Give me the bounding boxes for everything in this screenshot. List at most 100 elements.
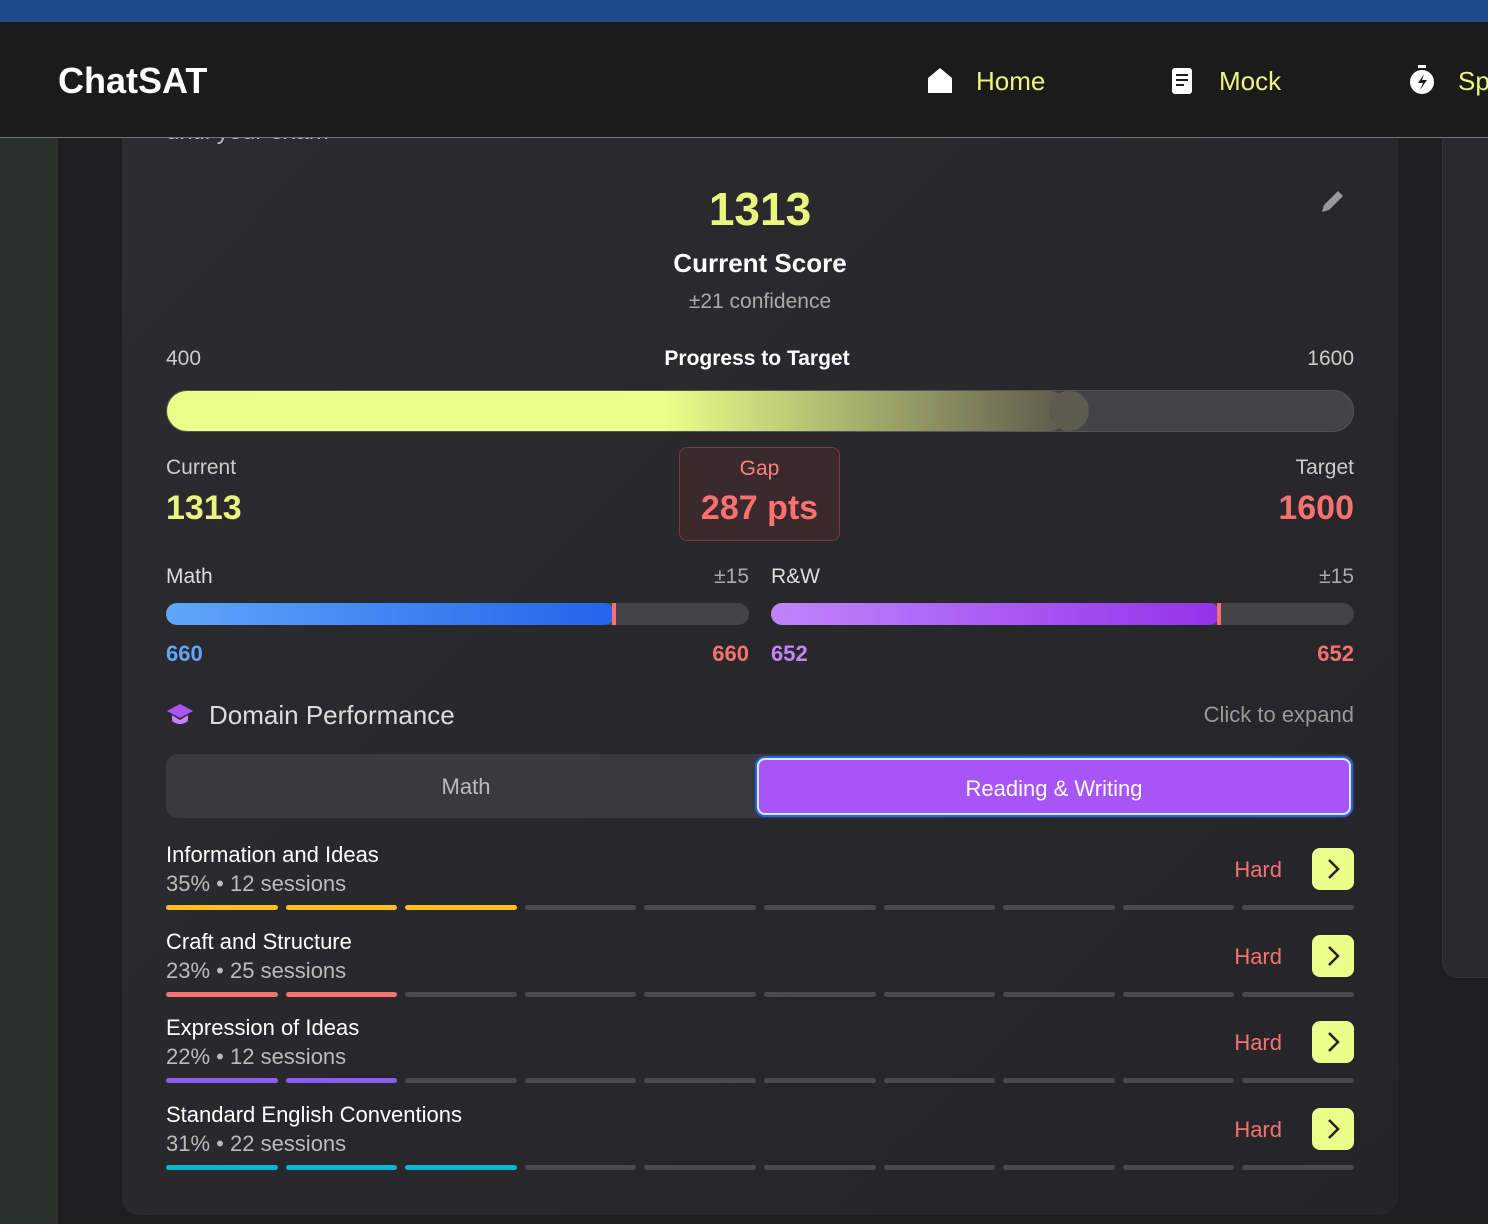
section-target: 660 — [712, 641, 749, 666]
progress-max: 1600 — [1307, 347, 1354, 370]
segment — [1122, 1165, 1235, 1171]
difficulty: Hard — [1234, 943, 1282, 969]
section-confidence: ±15 — [1319, 565, 1354, 588]
expand-button[interactable] — [1312, 1108, 1354, 1151]
nav-bar: ChatSAT Home Mock Sp — [0, 22, 1488, 138]
brand[interactable]: ChatSAT — [58, 60, 208, 101]
progress-knob — [1049, 391, 1090, 431]
tab[interactable]: Math — [441, 774, 491, 799]
segment — [166, 1165, 278, 1171]
domain-stats: 31% • 22 sessions — [166, 1131, 347, 1157]
section-fill — [771, 603, 1220, 625]
segment — [524, 905, 637, 910]
target-label: Target — [1295, 456, 1354, 479]
chevron — [1328, 859, 1340, 879]
current-label: Current — [166, 456, 237, 479]
section-current: 652 — [771, 641, 808, 666]
nav-item[interactable]: Mock — [1219, 66, 1282, 96]
gap-box: Gap 287 pts — [679, 447, 840, 541]
domain-title: Domain Performance — [209, 700, 455, 730]
domain-name: Craft and Structure — [166, 928, 352, 954]
progress-track — [166, 390, 1354, 432]
segment — [644, 905, 756, 910]
home-icon — [928, 68, 952, 93]
domain-icon — [167, 704, 193, 724]
percent: 23% — [166, 957, 211, 983]
segment — [1122, 1078, 1235, 1084]
segment — [883, 991, 996, 997]
segment — [405, 1165, 517, 1171]
target-marker — [1216, 603, 1221, 625]
score-card — [122, 110, 1398, 1215]
chevron — [1328, 1032, 1340, 1053]
tab-bar: Math Reading & Writing — [166, 754, 1354, 818]
segment — [524, 1165, 637, 1171]
segment — [1242, 1165, 1354, 1171]
segment — [285, 991, 398, 997]
chevron — [1328, 1119, 1340, 1139]
sessions: 12 sessions — [229, 1044, 347, 1070]
expand-button[interactable] — [1312, 934, 1354, 977]
segment — [285, 1165, 398, 1171]
segment — [1242, 1078, 1354, 1084]
domain-name: Standard English Conventions — [166, 1102, 462, 1128]
nav-item[interactable]: Sp — [1458, 66, 1488, 96]
segment — [1242, 905, 1354, 910]
section-name: Math — [166, 565, 213, 588]
segment — [405, 905, 517, 910]
segment — [524, 991, 637, 997]
section-fill — [166, 603, 615, 625]
segment-bar — [166, 1078, 1354, 1084]
domain-stats: 23% • 25 sessions — [166, 957, 347, 983]
chevron — [1328, 945, 1340, 966]
domain-hint: Click to expand — [1203, 702, 1354, 727]
sessions: 25 sessions — [229, 957, 347, 983]
segment — [644, 1078, 756, 1084]
difficulty: Hard — [1234, 857, 1282, 882]
segment — [764, 1165, 876, 1171]
tab-active[interactable]: Reading & Writing — [757, 758, 1351, 815]
segment-bar — [166, 905, 1354, 910]
difficulty: Hard — [1234, 1030, 1282, 1056]
edit-icon[interactable] — [1318, 186, 1348, 216]
segment — [1003, 991, 1115, 997]
segment — [883, 1165, 996, 1171]
current-value: 1313 — [166, 489, 242, 527]
sessions: 12 sessions — [229, 871, 347, 896]
segment — [1003, 905, 1115, 910]
expand-button[interactable] — [1312, 848, 1354, 890]
section-track — [771, 603, 1354, 625]
segment — [166, 1078, 278, 1084]
percent: 22% — [166, 1044, 211, 1070]
segment — [883, 905, 996, 910]
section-name: R&W — [771, 565, 820, 588]
section-track — [166, 603, 749, 625]
top-strip — [0, 0, 1488, 22]
nav-item[interactable]: Home — [976, 66, 1046, 96]
segment — [1242, 991, 1354, 997]
score-value: 1313 — [708, 183, 812, 235]
segment — [524, 1078, 637, 1084]
percent: 31% — [166, 1131, 211, 1157]
segment-bar — [166, 991, 1354, 997]
segment — [764, 991, 876, 997]
domain-stats: 22% • 12 sessions — [166, 1044, 347, 1070]
gap-value: 287 pts — [700, 489, 819, 527]
score-label: Current Score — [673, 248, 847, 278]
target-marker — [611, 603, 616, 625]
side-card — [1442, 100, 1488, 978]
segment — [644, 1165, 756, 1171]
segment — [405, 1078, 517, 1084]
segment — [285, 905, 398, 910]
section-target: 652 — [1317, 641, 1354, 666]
section-confidence: ±15 — [714, 565, 749, 588]
domain-name: Information and Ideas — [166, 842, 379, 867]
expand-button[interactable] — [1312, 1021, 1354, 1064]
segment — [644, 991, 756, 997]
timer-icon — [1410, 65, 1434, 94]
segment — [1122, 905, 1235, 910]
segment — [405, 991, 517, 997]
section-current: 660 — [166, 641, 203, 666]
segment-bar — [166, 1165, 1354, 1171]
